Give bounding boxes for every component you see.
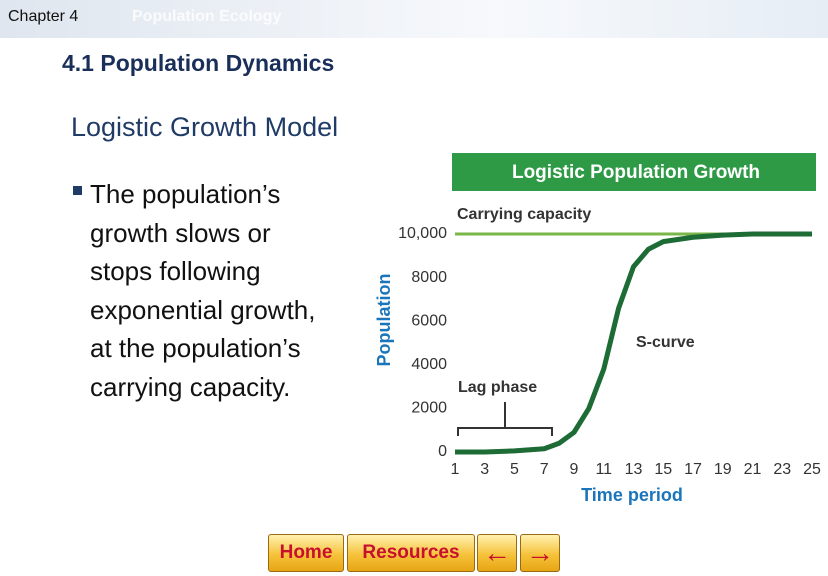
chapter: Chapter 4 xyxy=(8,8,79,25)
y-tick-label: 2000 xyxy=(411,400,447,417)
bullet-line: growth slows or xyxy=(90,217,271,248)
bullet-line: at the population’s xyxy=(90,333,301,363)
series-label: Carrying capacity xyxy=(457,206,591,223)
x-tick-label: 17 xyxy=(684,461,702,478)
bullet-marker xyxy=(73,186,82,195)
x-tick-label: 3 xyxy=(480,461,489,478)
series-label: S-curve xyxy=(636,334,695,351)
y-tick-label: 4000 xyxy=(411,356,447,373)
x-tick-label: 9 xyxy=(570,461,579,478)
chart: Logistic Population Growth Time period P… xyxy=(372,150,828,510)
home-button[interactable]: Home xyxy=(268,534,344,572)
x-tick-label: 1 xyxy=(451,461,460,478)
x-tick-label: 25 xyxy=(803,461,821,478)
bullet-line: stops following xyxy=(90,256,261,286)
section-title: 4.1 Population Dynamics xyxy=(62,50,335,76)
x-tick-label: 5 xyxy=(510,461,519,478)
top-band xyxy=(0,0,828,38)
x-tick-label: 13 xyxy=(625,461,643,478)
bullet-line: carrying capacity. xyxy=(90,371,291,402)
line xyxy=(455,231,812,455)
chart-title: Logistic Population Growth xyxy=(512,162,760,183)
y-tick-label: 8000 xyxy=(411,269,447,286)
book-title: Population Ecology xyxy=(132,8,282,25)
back-button[interactable]: ← xyxy=(477,534,517,572)
heading: Logistic Growth Model xyxy=(71,112,339,142)
bullet-text: The population’s growth slows or stops fol… xyxy=(90,175,315,406)
resources-button[interactable]: Resources xyxy=(347,534,475,572)
x-tick-label: 11 xyxy=(595,461,612,478)
x-tick-label: 19 xyxy=(714,461,732,478)
bullet-line: exponential growth, xyxy=(90,294,316,325)
annotation: Lag phase xyxy=(458,379,537,396)
y-tick-label: 6000 xyxy=(411,312,447,329)
y-tick-label: 10,000 xyxy=(398,225,447,242)
lag-bracket xyxy=(457,402,553,436)
chart-background xyxy=(372,150,828,510)
bullet-line: The population’s xyxy=(90,179,281,209)
x-tick-label: 21 xyxy=(744,461,762,478)
y-axis-label: Population xyxy=(374,274,394,367)
x-axis-label: Time period xyxy=(581,485,683,505)
chart-title-bar xyxy=(452,153,816,191)
x-tick-label: 23 xyxy=(773,461,791,478)
forward-button[interactable]: → xyxy=(520,534,560,572)
x-tick-label: 7 xyxy=(540,461,549,478)
x-tick-label: 15 xyxy=(654,461,672,478)
y-tick-label: 0 xyxy=(438,443,447,460)
